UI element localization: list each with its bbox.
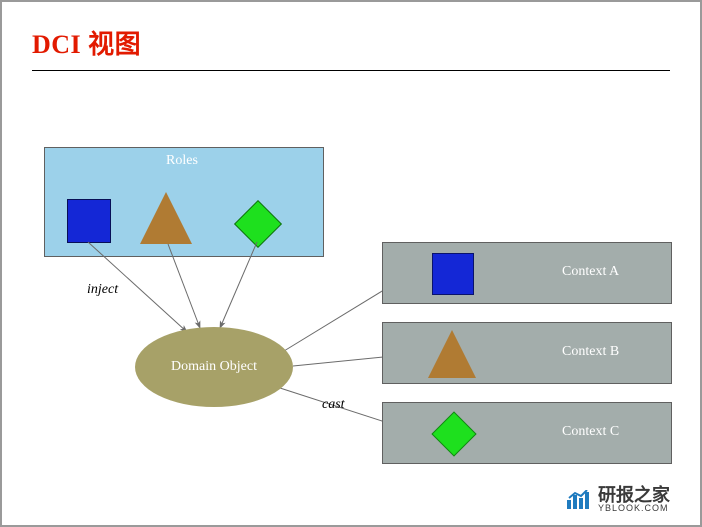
cast-label: cast [322, 397, 345, 413]
context-bar [382, 242, 672, 304]
context-label: Context B [562, 344, 619, 360]
role-triangle-icon [140, 192, 192, 244]
diagram-canvas: Roles Domain Object Context A Context B Co… [2, 2, 702, 527]
watermark-icon [566, 490, 592, 510]
role-square-icon [67, 199, 111, 243]
watermark-cn: 研报之家 [598, 486, 670, 504]
slide: DCI 视图 Roles Domain Object Context ACont… [0, 0, 702, 527]
watermark-text: 研报之家 YBLOOK.COM [598, 486, 670, 513]
inject-label: inject [87, 282, 118, 298]
domain-object: Domain Object [135, 327, 293, 407]
context-label: Context A [562, 264, 619, 280]
context-label: Context C [562, 424, 619, 440]
context-bar [382, 322, 672, 384]
watermark: 研报之家 YBLOOK.COM [566, 486, 670, 513]
context-square-icon [432, 253, 474, 295]
domain-object-label: Domain Object [171, 359, 257, 375]
roles-panel-label: Roles [166, 153, 198, 169]
watermark-en: YBLOOK.COM [598, 504, 670, 513]
context-bar [382, 402, 672, 464]
context-triangle-icon [428, 330, 476, 378]
